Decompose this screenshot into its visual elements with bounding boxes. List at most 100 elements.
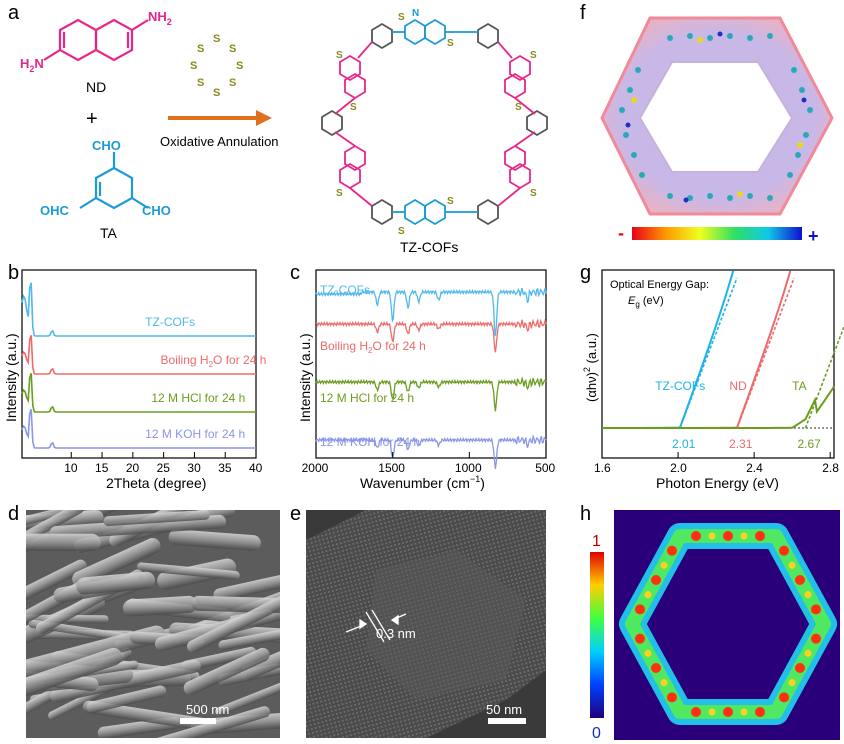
elf-min: 0 [592,725,601,742]
panel-label-e: e [290,503,302,525]
panel-label-d: d [8,503,20,525]
tauc-gap-value: 2.01 [672,437,696,451]
tauc-title-line2: Eg (eV) [628,295,664,309]
tauc-xlabel: Photon Energy (eV) [656,475,779,491]
esp-minus: - [618,223,624,243]
esp-plus: + [808,226,819,246]
ftir-xtick-label: 1000 [455,461,482,475]
sem-fibers: 500 nm [26,510,280,738]
svg-text:S: S [336,50,343,61]
pxrd-trace [21,282,256,337]
svg-text:S: S [530,188,537,199]
elf-ring-inner [625,529,831,719]
ftir-xtick-label: 1500 [378,461,405,475]
ftir-trace-label: 12 M KOH for 24 h [320,435,420,449]
ta-molecule [79,152,149,210]
pxrd-xtick-label: 30 [187,461,201,475]
ta-cho-top: CHO [92,138,121,153]
tauc-title: Optical Energy Gap: [610,279,709,291]
tauc-gap-value: 2.67 [797,437,821,451]
tauc-curve [602,270,735,429]
svg-text:S: S [236,60,243,72]
plus-sign: + [86,108,98,130]
panel-label-c: c [290,262,300,284]
elf-map: 1 0 [590,510,840,742]
panel-label-g: g [580,262,592,284]
svg-text:S: S [398,12,405,23]
pxrd-xtick-label: 40 [249,461,263,475]
tauc-series-label: TZ-COFs [655,379,705,393]
nd-label: ND [86,79,106,95]
ftir-chart: 2000 1500 1000 500 TZ-COFs Boiling H2O for 2… [297,269,556,491]
pxrd-trace-label: 12 M HCl for 24 h [151,391,245,405]
pxrd-trace [21,373,256,413]
esp-map: - + [600,16,834,246]
pxrd-xtick-label: 15 [95,461,109,475]
ftir-trace [315,376,547,412]
tz-cof-structure [321,18,548,226]
sem-scalebar [180,718,216,724]
tem-texture: 0.3 nm 50 nm [306,510,546,738]
tauc-extrapolation [679,277,738,429]
tauc-xtick-label: 2.8 [822,461,839,475]
ftir-trace [315,287,547,336]
product-label: TZ-COFs [400,239,458,255]
tem-lattice-marker [345,609,407,643]
esp-colorbar [632,227,802,240]
ftir-xtick-label: 500 [535,461,555,475]
svg-text:S: S [229,43,236,55]
sem-scale-label: 500 nm [186,702,229,717]
nd-molecule [43,18,149,62]
pxrd-trace-label: TZ-COFs [145,315,195,329]
sem-image: 500 nm [26,510,280,738]
pxrd-xtick-label: 25 [157,461,171,475]
ftir-xtick-label: 2000 [302,461,329,475]
elf-colorbar [590,552,604,718]
esp-atoms [619,33,813,201]
svg-text:S: S [350,102,357,113]
svg-text:S: S [197,43,204,55]
svg-text:S: S [213,33,220,45]
tauc-ylabel: (αhν)2 (a.u.) [582,333,599,402]
svg-text:S: S [190,60,197,72]
svg-text:S: S [197,77,204,89]
pxrd-trace-label: 12 M KOH for 24 h [145,427,245,441]
esp-pore [638,61,794,173]
ta-cho-right: CHO [142,203,171,218]
tauc-series-label: ND [729,379,747,393]
pxrd-trace [21,409,256,449]
ftir-trace-label: TZ-COFs [320,283,370,297]
tem-image: 0.3 nm 50 nm [306,510,546,738]
ta-label: TA [100,225,118,241]
tauc-curve [602,386,835,429]
pxrd-frame [21,269,257,459]
tem-spacing-label: 0.3 nm [376,626,416,641]
tauc-chart: 1.6 2.0 2.4 2.8 Optical Energy Gap: Eg (eV)… [582,269,844,491]
pxrd-xtick-label: 35 [218,461,232,475]
tauc-xtick-label: 2.4 [746,461,763,475]
svg-text:S: S [213,87,220,99]
tauc-xtick-label: 2.0 [670,461,687,475]
s8-ring: S S S S S S S S [190,33,243,99]
pxrd-xtick-label: 20 [126,461,140,475]
ftir-trace-label: Boiling H2O for 24 h [320,339,426,355]
elf-max: 1 [592,533,601,550]
tauc-extrapolation [804,324,844,429]
tauc-xtick-label: 1.6 [594,461,611,475]
pxrd-trace-label: Boiling H2O for 24 h [161,353,267,369]
svg-text:S: S [515,102,522,113]
svg-text:N: N [412,8,419,19]
tauc-series-label: TA [792,379,806,393]
tauc-extrapolation [736,277,795,429]
tem-scalebar [488,718,526,724]
svg-text:S: S [447,38,454,49]
tauc-gap-value: 2.31 [729,437,753,451]
svg-text:S: S [447,196,454,207]
svg-text:S: S [229,77,236,89]
tem-scale-label: 50 nm [486,702,522,717]
ftir-trace [315,433,547,470]
panel-label-a: a [8,2,20,24]
svg-text:S: S [336,188,343,199]
panel-label-f: f [580,2,586,24]
reaction-scheme: NH2 H2N ND + CHO OHC CHO TA S S S S S S … [20,8,548,255]
